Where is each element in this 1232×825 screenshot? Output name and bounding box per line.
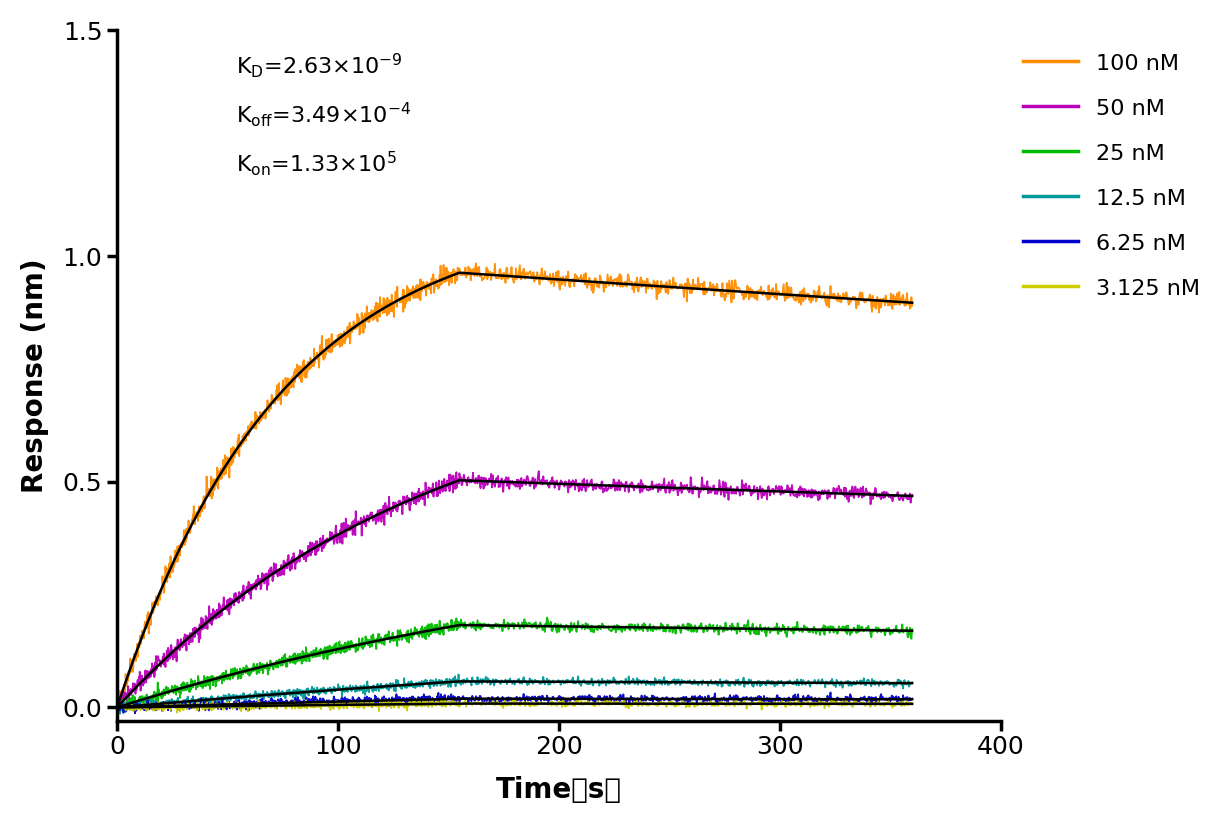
Legend: 100 nM, 50 nM, 25 nM, 12.5 nM, 6.25 nM, 3.125 nM: 100 nM, 50 nM, 25 nM, 12.5 nM, 6.25 nM, … — [1011, 41, 1211, 309]
Y-axis label: Response (nm): Response (nm) — [21, 258, 49, 493]
X-axis label: Time（s）: Time（s） — [495, 776, 622, 804]
Text: K$_\mathregular{D}$=2.63×10$^{-9}$
K$_\mathregular{off}$=3.49×10$^{-4}$
K$_\math: K$_\mathregular{D}$=2.63×10$^{-9}$ K$_\m… — [237, 51, 411, 177]
